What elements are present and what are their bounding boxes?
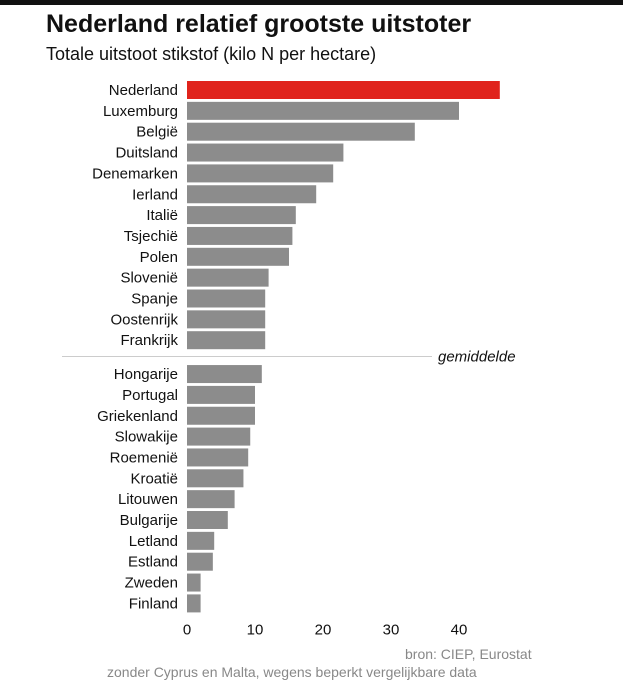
category-label-15: Griekenland (97, 408, 178, 425)
top-bar (0, 0, 623, 5)
category-label-0: Nederland (109, 82, 178, 99)
category-label-23: Zweden (125, 575, 178, 592)
bar-14 (187, 385, 255, 404)
bar-5 (187, 185, 317, 204)
category-label-2: België (136, 124, 178, 141)
bar-12 (187, 331, 266, 350)
bar-15 (187, 406, 255, 425)
chart-title: Nederland relatief grootste uitstoter (46, 10, 472, 38)
x-tick-label-0: 0 (183, 621, 191, 638)
bar-1 (187, 101, 459, 120)
bar-17 (187, 448, 249, 467)
category-label-13: Hongarije (114, 366, 178, 383)
bar-6 (187, 206, 296, 225)
category-label-1: Luxemburg (103, 103, 178, 120)
category-label-20: Bulgarije (120, 512, 178, 529)
category-label-9: Slovenië (120, 270, 178, 287)
source-note: bron: CIEP, Eurostat (405, 646, 532, 662)
bar-3 (187, 143, 344, 162)
category-label-5: Ierland (132, 186, 178, 203)
category-label-3: Duitsland (115, 145, 178, 162)
chart-subtitle: Totale uitstoot stikstof (kilo N per hec… (46, 44, 377, 64)
bar-7 (187, 226, 293, 245)
bar-11 (187, 310, 266, 329)
bar-24 (187, 594, 201, 613)
category-label-17: Roemenië (110, 449, 178, 466)
category-label-14: Portugal (122, 387, 178, 404)
bar-0 (187, 81, 500, 99)
bar-21 (187, 531, 215, 550)
category-label-12: Frankrijk (120, 332, 178, 349)
x-tick-label-4: 40 (451, 621, 468, 638)
footnote: zonder Cyprus en Malta, wegens beperkt v… (107, 664, 477, 680)
category-label-16: Slowakije (115, 429, 178, 446)
average-label: gemiddelde (438, 349, 516, 366)
bar-9 (187, 268, 269, 287)
bar-19 (187, 490, 235, 509)
category-label-6: Italië (146, 207, 178, 224)
bar-8 (187, 247, 289, 266)
category-label-11: Oostenrijk (110, 311, 178, 328)
category-label-21: Letland (129, 533, 178, 550)
x-tick-label-2: 20 (315, 621, 332, 638)
category-label-22: Estland (128, 554, 178, 571)
bar-20 (187, 511, 228, 529)
category-label-8: Polen (140, 249, 178, 266)
bar-4 (187, 164, 334, 183)
bar-2 (187, 122, 415, 141)
bar-chart: Nederland Luxemburg België Duitsland Denemar… (62, 81, 516, 638)
category-label-10: Spanje (131, 291, 178, 308)
bar-16 (187, 427, 251, 446)
category-label-4: Denemarken (92, 165, 178, 182)
category-label-19: Litouwen (118, 491, 178, 508)
category-label-7: Tsjechië (124, 228, 178, 245)
category-label-24: Finland (129, 595, 178, 612)
bar-22 (187, 552, 213, 571)
x-tick-label-3: 30 (383, 621, 400, 638)
bar-23 (187, 573, 201, 592)
bar-18 (187, 469, 244, 488)
x-tick-label-1: 10 (247, 621, 264, 638)
category-label-18: Kroatië (130, 470, 178, 487)
bar-13 (187, 365, 262, 384)
bar-10 (187, 289, 266, 308)
